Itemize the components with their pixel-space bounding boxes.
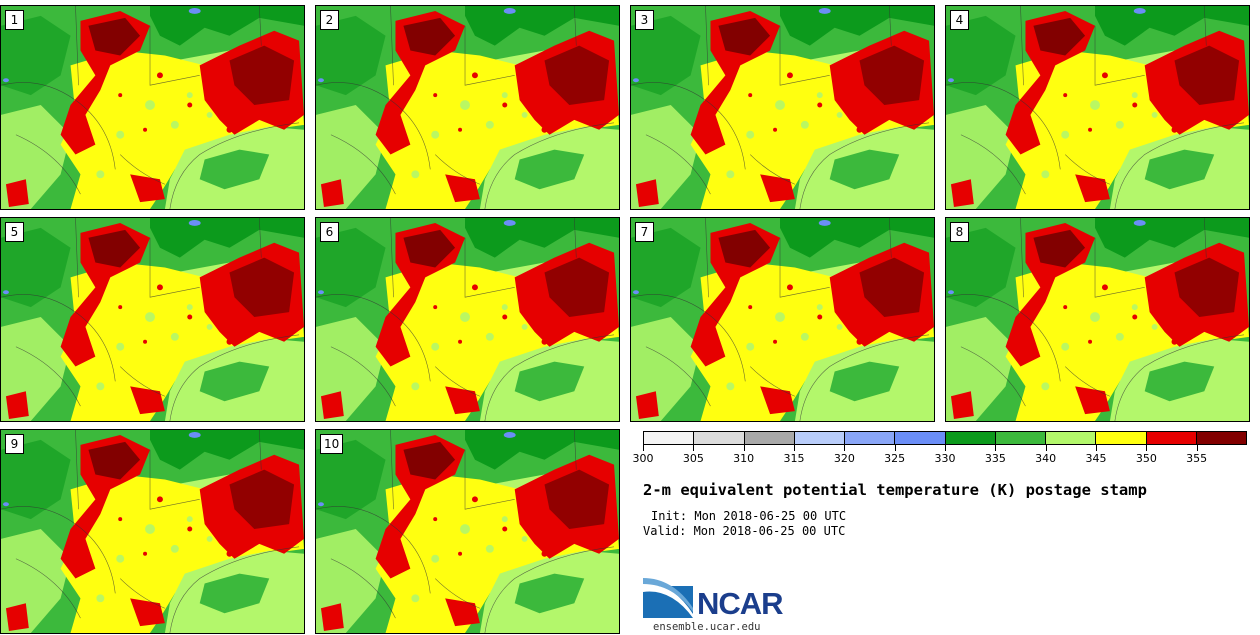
colorbar-tick (995, 445, 997, 451)
colorbar-tick-label: 340 (1035, 452, 1057, 465)
map-panel-10: 10 (315, 429, 620, 634)
colorbar-tick (844, 445, 846, 451)
colorbar-tick (945, 445, 946, 451)
map-panel-7: 7 (630, 217, 935, 422)
plot-title: 2-m equivalent potential temperature (K)… (643, 481, 1147, 499)
init-time: Init: Mon 2018-06-25 00 UTC (651, 509, 847, 523)
colorbar-cell (995, 432, 1046, 444)
colorbar-cell (1096, 432, 1147, 444)
member-label: 10 (320, 434, 344, 454)
colorbar-tick-label: 350 (1135, 452, 1157, 465)
colorbar-cell (845, 432, 896, 444)
colorbar (643, 431, 1247, 445)
colorbar-tick-label: 335 (984, 452, 1006, 465)
member-label: 7 (635, 222, 654, 242)
member-label: 8 (950, 222, 969, 242)
colorbar-tick (1196, 445, 1198, 451)
map-panel-6: 6 (315, 217, 620, 422)
map-panel-2: 2 (315, 5, 620, 210)
map-panel-3: 3 (630, 5, 935, 210)
member-label: 5 (5, 222, 24, 242)
colorbar-cell (694, 432, 745, 444)
colorbar-tick (743, 445, 745, 451)
theta-e-map (631, 218, 934, 421)
member-label: 1 (5, 10, 24, 30)
site-url: ensemble.ucar.edu (653, 621, 761, 633)
theta-e-map (946, 6, 1249, 209)
colorbar-cell (1046, 432, 1097, 444)
theta-e-map (316, 430, 619, 633)
colorbar-tick (794, 445, 795, 451)
theta-e-map (316, 6, 619, 209)
colorbar-cell (1196, 432, 1246, 444)
map-panel-5: 5 (0, 217, 305, 422)
colorbar-tick (894, 445, 896, 451)
colorbar-cell (895, 432, 946, 444)
colorbar-tick-label: 325 (884, 452, 906, 465)
member-label: 9 (5, 434, 24, 454)
colorbar-cell (945, 432, 996, 444)
colorbar-ticks (643, 445, 1247, 453)
map-panel-1: 1 (0, 5, 305, 210)
colorbar-tick (643, 445, 644, 451)
colorbar-tick (1045, 445, 1047, 451)
colorbar-tick-label: 345 (1085, 452, 1107, 465)
colorbar-cell (644, 432, 695, 444)
theta-e-map (316, 218, 619, 421)
colorbar-tick (1096, 445, 1097, 451)
colorbar-tick (693, 445, 695, 451)
ncar-logo-text: NCAR (697, 586, 784, 621)
colorbar-tick-label: 300 (632, 452, 654, 465)
ncar-logo-icon (643, 578, 693, 618)
map-panel-9: 9 (0, 429, 305, 634)
theta-e-map (1, 6, 304, 209)
colorbar-tick-label: 310 (733, 452, 755, 465)
theta-e-map (1, 218, 304, 421)
member-label: 4 (950, 10, 969, 30)
theta-e-map (1, 430, 304, 633)
theta-e-map (631, 6, 934, 209)
colorbar-cell (794, 432, 845, 444)
colorbar-tick-label: 320 (833, 452, 855, 465)
member-label: 3 (635, 10, 654, 30)
map-panel-8: 8 (945, 217, 1250, 422)
valid-time: Valid: Mon 2018-06-25 00 UTC (643, 524, 846, 538)
colorbar-cell (1146, 432, 1197, 444)
map-panel-4: 4 (945, 5, 1250, 210)
colorbar-tick-label: 315 (783, 452, 805, 465)
colorbar-tick (1146, 445, 1148, 451)
theta-e-map (946, 218, 1249, 421)
colorbar-cell (744, 432, 795, 444)
colorbar-tick-label: 355 (1186, 452, 1208, 465)
colorbar-tick-label: 330 (934, 452, 956, 465)
colorbar-tick-label: 305 (682, 452, 704, 465)
member-label: 2 (320, 10, 339, 30)
member-label: 6 (320, 222, 339, 242)
